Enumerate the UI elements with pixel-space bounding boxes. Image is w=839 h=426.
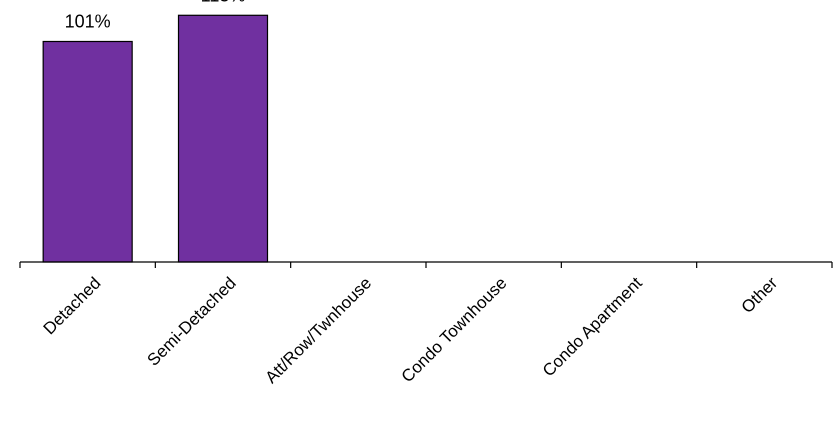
- x-tick-label: Condo Apartment: [539, 273, 646, 380]
- x-tick-label: Att/Row/Twnhouse: [261, 273, 375, 387]
- x-tick-label: Condo Townhouse: [398, 273, 511, 386]
- bar-semi-detached: [177, 14, 269, 263]
- value-labels-group: 101% 113%: [65, 0, 246, 31]
- bars-group: [42, 14, 269, 263]
- data-label: 101%: [65, 11, 111, 31]
- x-axis-labels-group: Detached Semi-Detached Att/Row/Twnhouse Con…: [40, 273, 782, 387]
- data-label: 113%: [201, 0, 246, 5]
- x-tick-label: Other: [738, 273, 782, 317]
- x-tick-label: Detached: [40, 273, 105, 338]
- x-tick-label: Semi-Detached: [144, 273, 240, 369]
- bar-detached: [42, 40, 133, 263]
- x-axis-ticks-group: [19, 262, 833, 268]
